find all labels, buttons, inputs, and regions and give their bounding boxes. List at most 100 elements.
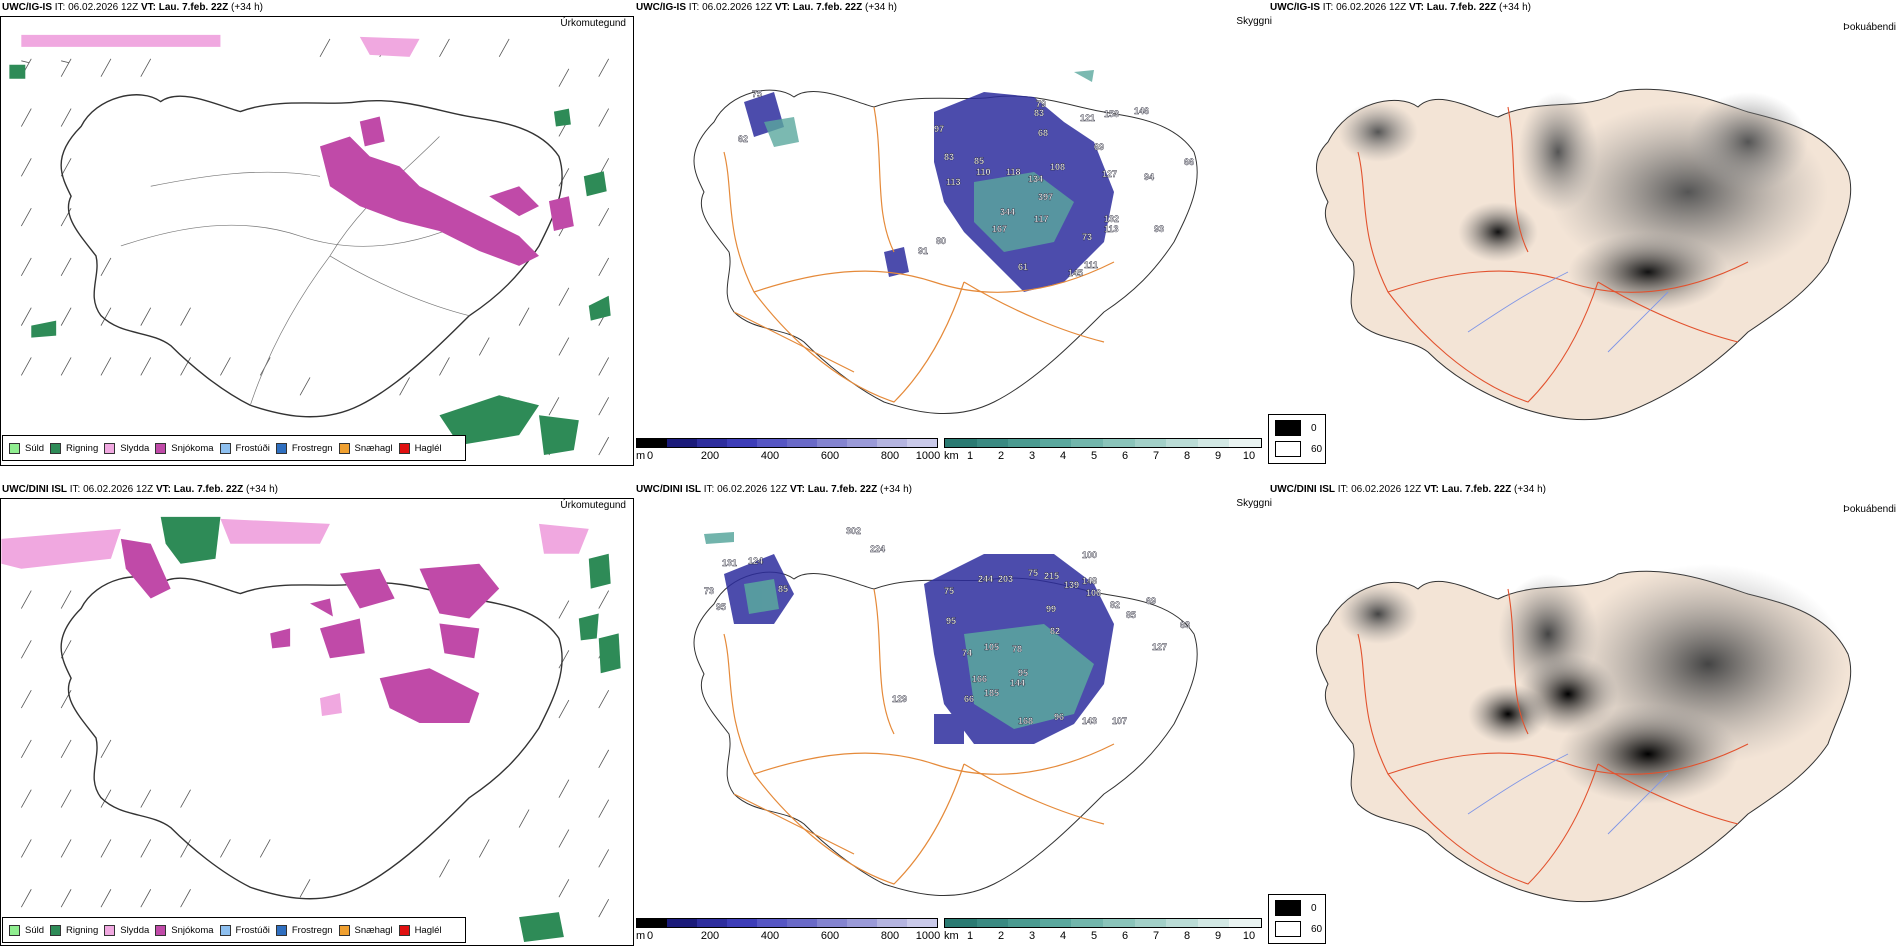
legend-swatch [50, 924, 62, 936]
visibility-panel: UWC/IG-IS IT: 06.02.2026 12Z VT: Lau. 7.… [634, 0, 1272, 466]
vis-label: 302 [846, 526, 861, 536]
vis-label: 344 [1000, 207, 1015, 217]
fog-map [1268, 32, 1900, 432]
legend-swatch [155, 442, 167, 454]
legend-swatch [398, 442, 410, 454]
vis-label: 129 [892, 694, 907, 704]
vis-label: 244 [978, 574, 993, 584]
scale-bin [727, 919, 757, 927]
sleet-areas [21, 34, 420, 57]
fog-rivers [1467, 271, 1669, 353]
legend-item: Snjókoma [155, 924, 214, 936]
sleet-areas [1, 518, 589, 717]
vis-label: 73 [704, 586, 714, 596]
vis-label: 95 [946, 616, 956, 626]
vis-label: 100 [1082, 550, 1097, 560]
vis-label: 117 [1034, 214, 1049, 224]
vis-label: 203 [998, 574, 1013, 584]
scale-bin [1166, 439, 1198, 447]
panel-header: UWC/DINI ISL IT: 06.02.2026 12Z VT: Lau.… [1270, 484, 1546, 495]
vis-label: 118 [1006, 167, 1021, 177]
rain-areas [9, 64, 611, 456]
scale-bin [945, 439, 977, 447]
scale-bin [847, 919, 877, 927]
scale-bin [817, 919, 847, 927]
panel-header: UWC/IG-IS IT: 06.02.2026 12Z VT: Lau. 7.… [636, 2, 897, 13]
vis-label: 80 [936, 236, 946, 246]
scale-bin [757, 919, 787, 927]
vis-label: 132 [1104, 214, 1119, 224]
visibility-map: 302 224 131 124 73 95 85 244 203 75 215 … [634, 514, 1268, 914]
vis-scale-m-bar [636, 438, 938, 448]
vis-label: 74 [962, 648, 972, 658]
legend-item: Haglél [398, 924, 442, 936]
fog-legend: 0 60 [1268, 414, 1326, 464]
vis-label: 148 [1082, 576, 1097, 586]
vis-label: 168 [1018, 716, 1033, 726]
vis-label: 93 [1154, 224, 1164, 234]
scale-bin [727, 439, 757, 447]
scale-bin [787, 439, 817, 447]
legend-item: Snæhagl [338, 924, 393, 936]
vis-label: 63 [1180, 620, 1190, 630]
legend-item: Súld [9, 442, 44, 454]
vis-label: 111 [1084, 260, 1098, 270]
vis-scale-km: km 1 2 3 4 5 6 7 8 9 10 [944, 438, 1264, 466]
legend-item: Rigning [50, 442, 98, 454]
legend-item: Frostúði [219, 442, 270, 454]
vis-label: 95 [1018, 668, 1028, 678]
vis-label: 134 [1028, 174, 1043, 184]
precip-type-panel: UWC/IG-IS IT: 06.02.2026 12Z VT: Lau. 7.… [0, 0, 634, 466]
vis-label: 144 [1010, 678, 1025, 688]
visibility-map-svg: 302 224 131 124 73 95 85 244 203 75 215 … [693, 526, 1198, 896]
vis-label: 124 [748, 556, 763, 566]
scale-bin [976, 919, 1009, 927]
fog-legend-swatch [1275, 900, 1301, 916]
vis-label: 85 [974, 156, 984, 166]
fog-panel: UWC/IG-IS IT: 06.02.2026 12Z VT: Lau. 7.… [1268, 0, 1900, 466]
scale-bin [1039, 919, 1072, 927]
fog-shading [1338, 92, 1828, 312]
vis-label: 79 [1036, 99, 1046, 109]
vis-scale-m: m 0 200 400 600 800 1000 [636, 438, 946, 466]
vis-label: 106 [1086, 588, 1101, 598]
iceland-outline [60, 94, 563, 418]
scale-bin [667, 919, 697, 927]
scale-bin [907, 919, 937, 927]
vis-label: 66 [964, 694, 974, 704]
scale-bin [1134, 439, 1167, 447]
scale-bin [697, 439, 727, 447]
legend-swatch [219, 442, 231, 454]
legend-swatch [338, 924, 350, 936]
legend-swatch [219, 924, 231, 936]
legend-item: Slydda [104, 442, 149, 454]
precip-type-panel: UWC/DINI ISL IT: 06.02.2026 12Z VT: Lau.… [0, 482, 634, 946]
vis-label: 153 [1104, 109, 1119, 119]
legend-item: Haglél [398, 442, 442, 454]
vis-label: 69 [1146, 596, 1156, 606]
visibility-panel: UWC/DINI ISL IT: 06.02.2026 12Z VT: Lau.… [634, 482, 1272, 946]
vis-label: 108 [1050, 162, 1065, 172]
vis-label: 127 [1152, 642, 1167, 652]
legend-swatch [9, 924, 20, 936]
vis-label: 110 [976, 167, 991, 177]
visibility-map-svg: 75 62 97 83 85 113 110 118 68 79 83 121 … [693, 70, 1198, 414]
panel-header: UWC/IG-IS IT: 06.02.2026 12Z VT: Lau. 7.… [2, 2, 263, 13]
scale-bin [667, 439, 697, 447]
legend-swatch [275, 442, 287, 454]
visibility-map: 75 62 97 83 85 113 110 118 68 79 83 121 … [634, 32, 1268, 432]
vis-label: 66 [1184, 157, 1194, 167]
scale-bin [877, 439, 907, 447]
precip-map [0, 16, 634, 466]
vis-label: 75 [944, 586, 954, 596]
rain-areas [160, 516, 621, 943]
panel-field-title: Þokuábendi [1843, 22, 1896, 33]
panel-field-title: Þokuábendi [1843, 504, 1896, 515]
scale-bin [976, 439, 1009, 447]
vis-label: 95 [716, 602, 726, 612]
fog-panel: UWC/DINI ISL IT: 06.02.2026 12Z VT: Lau.… [1268, 482, 1900, 946]
panel-header: UWC/DINI ISL IT: 06.02.2026 12Z VT: Lau.… [636, 484, 912, 495]
vis-label: 185 [984, 688, 999, 698]
fog-legend-item: 60 [1275, 441, 1322, 457]
vis-label: 127 [1102, 169, 1117, 179]
